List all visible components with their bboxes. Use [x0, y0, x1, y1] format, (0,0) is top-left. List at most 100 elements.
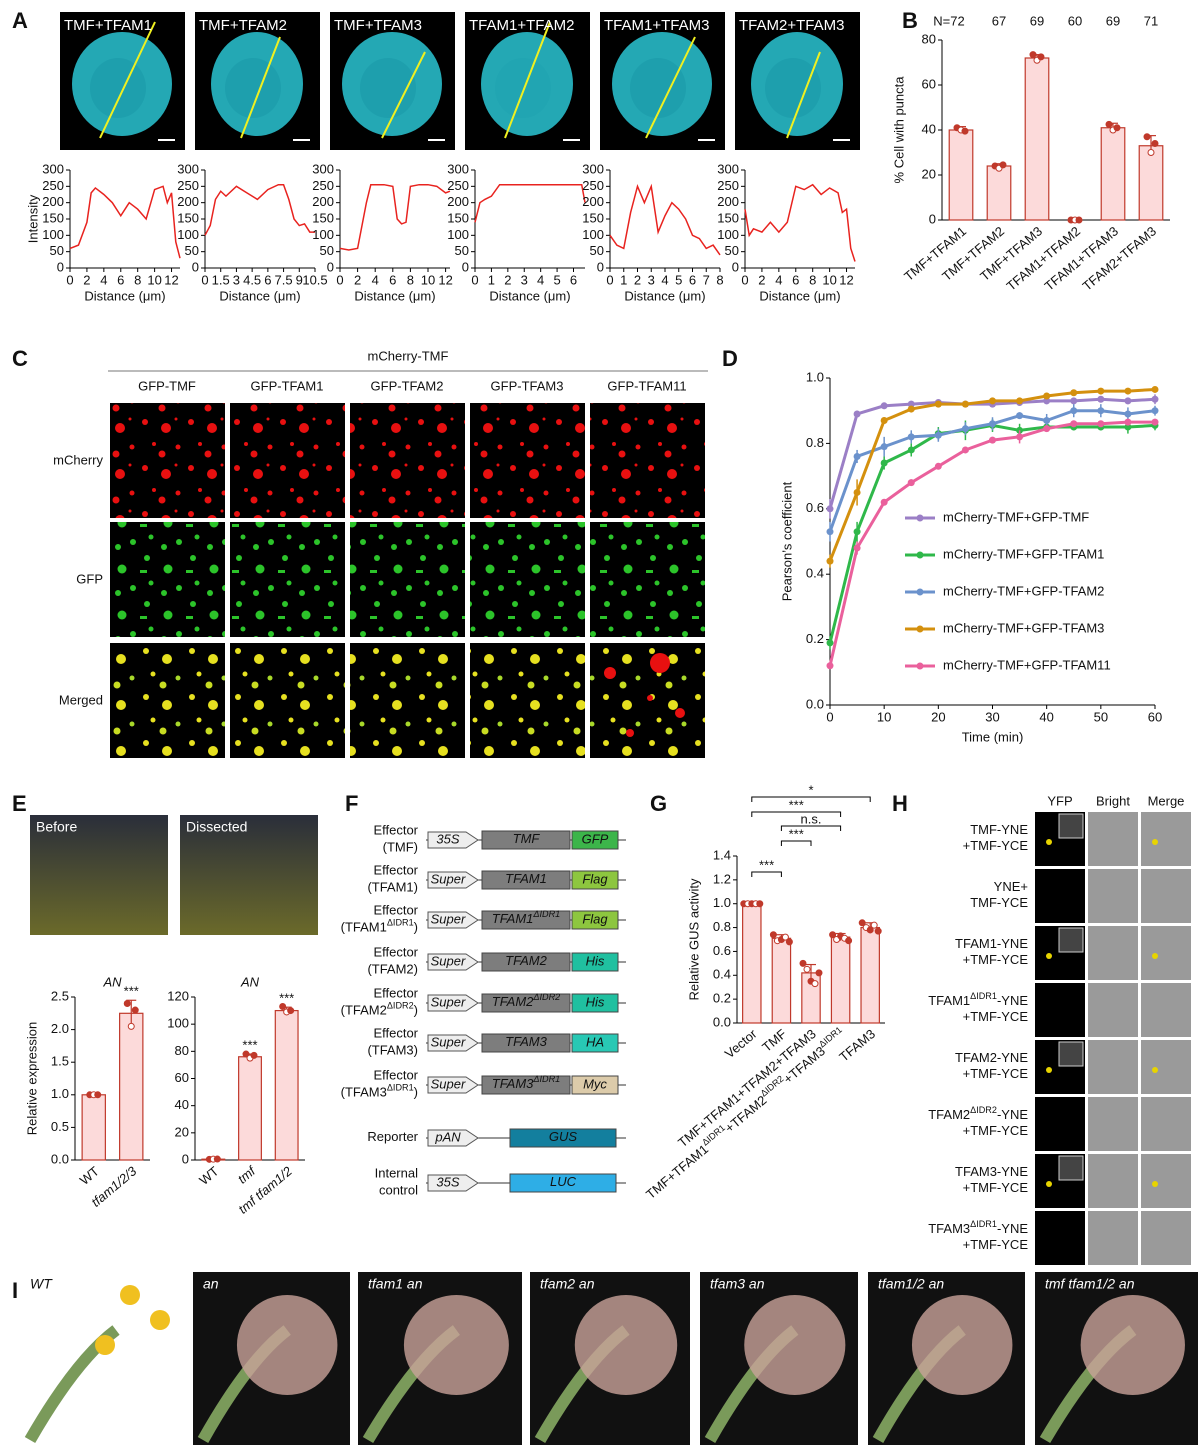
y-tick-label: 0.0 — [713, 1014, 731, 1029]
bar — [119, 1012, 144, 1161]
n-label: 67 — [992, 13, 1006, 28]
replicate-point — [123, 1000, 131, 1008]
marker — [1016, 397, 1024, 405]
text-part: ΔIDR1 — [970, 991, 997, 1001]
y-tick-label: 60 — [175, 1070, 189, 1085]
profile-line — [786, 51, 821, 139]
panel-letter: C — [12, 346, 28, 371]
y-tick-label: 0 — [732, 259, 739, 274]
nucleus-core — [90, 58, 146, 118]
promoter-label: Super — [431, 953, 466, 968]
y-tick-label: 0 — [182, 1151, 189, 1166]
promoter — [427, 831, 479, 849]
significance: *** — [242, 1037, 257, 1052]
x-tick-label: 1 — [620, 272, 627, 287]
text-part: +TMF-YCE — [963, 1123, 1029, 1138]
profile-line — [240, 36, 281, 139]
tag — [571, 952, 619, 972]
x-tick-label: 60 — [1148, 709, 1162, 724]
y-tick-label: 100 — [312, 227, 334, 242]
text-part: Effector — [373, 986, 418, 1001]
y-tick-label: 50 — [320, 243, 334, 258]
x-tick-label: 7 — [703, 272, 710, 287]
marker — [880, 498, 888, 506]
row-label: Effector — [373, 903, 418, 918]
n-label: 69 — [1106, 13, 1120, 28]
y-tick-label: 0.0 — [51, 1151, 69, 1166]
gene — [481, 830, 571, 850]
micrograph — [1141, 1040, 1191, 1094]
x-tick-label: 20 — [931, 709, 945, 724]
micrograph — [1141, 983, 1191, 1037]
marker — [989, 397, 996, 405]
y-tick-label: 250 — [717, 178, 739, 193]
marker — [1097, 387, 1105, 395]
text-part: TFAM1-YNE — [955, 936, 1028, 951]
y-tick-label: 300 — [717, 161, 739, 176]
bar — [948, 129, 974, 221]
promoter-label: 35S — [436, 1174, 459, 1189]
bar — [238, 1056, 262, 1161]
row-label: TMF-YCE — [970, 895, 1028, 910]
y-tick-label: 2.0 — [51, 1021, 69, 1036]
legend-marker — [916, 514, 924, 522]
micrograph — [1088, 983, 1138, 1037]
micrograph — [470, 643, 585, 758]
flower — [120, 1285, 140, 1305]
x-tick-label: 4 — [100, 272, 107, 287]
flower — [150, 1310, 170, 1330]
gene — [481, 952, 571, 972]
bracket-label: *** — [759, 857, 774, 872]
x-tick-label: 10 — [822, 272, 836, 287]
row-label: Effector — [373, 863, 418, 878]
x-tick-label: 7.5 — [275, 272, 293, 287]
y-tick-label: 250 — [312, 178, 334, 193]
marker — [1043, 397, 1051, 405]
marker — [961, 446, 969, 454]
y-tick-label: 150 — [312, 210, 334, 225]
gene — [509, 1173, 617, 1193]
x-tick-label: 1 — [488, 272, 495, 287]
promoter — [427, 871, 479, 889]
micrograph — [1088, 926, 1138, 980]
x-tick-label: WT — [77, 1163, 102, 1188]
x-tick-label: 3 — [233, 272, 240, 287]
inflorescence — [574, 1295, 678, 1395]
text-part: Reporter — [367, 1129, 418, 1144]
row-label: Effector — [373, 945, 418, 960]
tag-label: Flag — [582, 911, 608, 926]
y-tick-label: 40 — [922, 121, 936, 136]
text-part: TMF-YNE — [970, 822, 1028, 837]
micrograph: TMF+TFAM3 — [330, 12, 455, 150]
bracket — [751, 871, 782, 877]
legend-marker — [916, 588, 924, 596]
nucleus-core — [495, 58, 551, 118]
micrograph — [350, 403, 465, 518]
marker — [1043, 417, 1051, 425]
x-tick-label: 8 — [809, 272, 816, 287]
row-label: Merged — [59, 692, 103, 707]
nucleus-core — [765, 58, 821, 118]
marker — [853, 544, 861, 552]
marker — [1097, 420, 1105, 428]
row-label: Effector — [373, 1068, 418, 1083]
micrograph — [230, 522, 345, 637]
significance: *** — [279, 991, 294, 1006]
y-tick-label: 1.4 — [713, 847, 731, 862]
marker — [880, 443, 888, 451]
y-tick-label: 50 — [725, 243, 739, 258]
promoter-label: Super — [431, 871, 466, 886]
x-axis-label: Distance (μm) — [489, 288, 570, 303]
y-tick-label: 1.2 — [713, 871, 731, 886]
x-tick-label: Vector — [722, 1026, 760, 1062]
x-tick-label: 6 — [264, 272, 271, 287]
bracket-label: n.s. — [801, 811, 822, 826]
row-label: (TFAM2) — [367, 962, 418, 977]
bar — [81, 1094, 106, 1161]
legend-label: mCherry-TMF+GFP-TMF — [943, 509, 1089, 524]
marker — [1124, 397, 1132, 405]
x-tick-label: 6 — [792, 272, 799, 287]
text-part: +TMF-YCE — [963, 1237, 1029, 1252]
y-tick-label: 150 — [177, 210, 199, 225]
text-part: ΔIDR1 — [532, 909, 560, 919]
